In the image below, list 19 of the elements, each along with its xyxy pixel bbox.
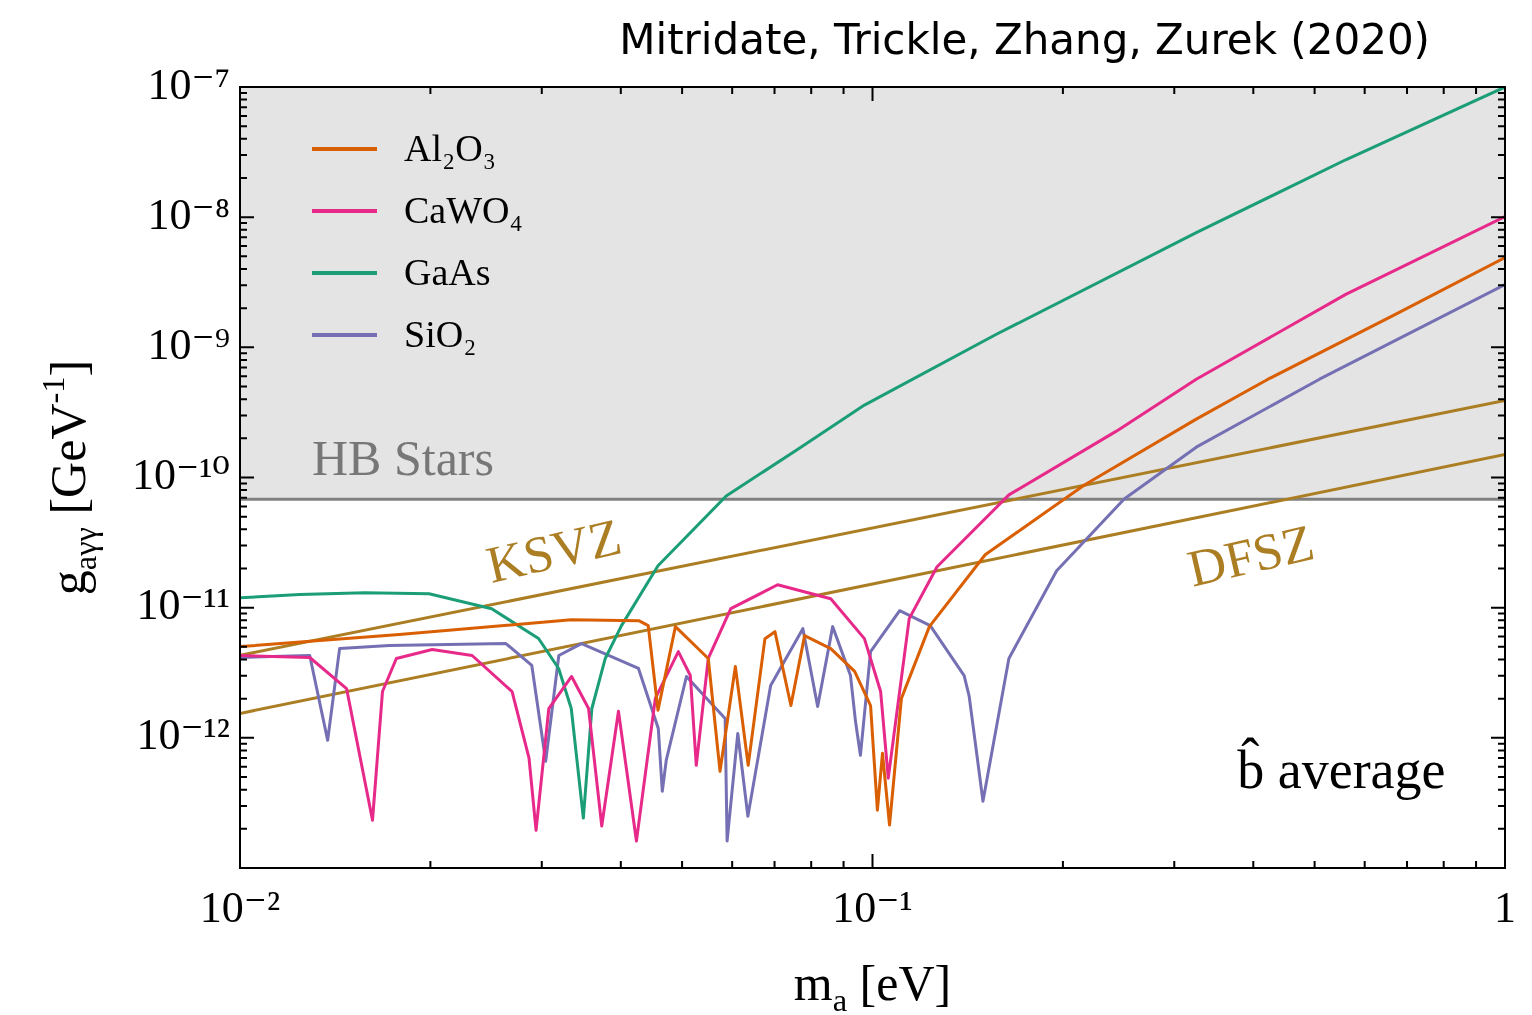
y-tick-label: 10⁻¹²: [136, 710, 230, 760]
y-axis-title: gaγγ [GeV-1]: [35, 359, 103, 596]
y-tick-label: 10⁻⁹: [147, 319, 230, 369]
band-label: HB Stars: [312, 430, 494, 487]
chart-title: Mitridate, Trickle, Zhang, Zurek (2020): [619, 15, 1430, 64]
annotation: DFSZ: [1182, 513, 1320, 598]
legend-label: Al₂O₃: [404, 127, 496, 169]
x-tick-label: 10⁻²: [199, 882, 281, 932]
x-tick-label: 10⁻¹: [832, 882, 913, 932]
y-tick-label: 10⁻⁷: [147, 59, 230, 109]
y-tick-label: 10⁻¹¹: [136, 580, 230, 630]
annotation: KSVZ: [481, 507, 627, 594]
legend-label: SiO₂: [404, 313, 477, 355]
legend-label: GaAs: [404, 251, 491, 293]
annotation: b̂ average: [1237, 736, 1446, 801]
legend-label: CaWO₄: [404, 189, 523, 231]
y-tick-label: 10⁻¹⁰: [131, 450, 230, 500]
x-tick-label: 1: [1494, 882, 1516, 932]
y-tick-label: 10⁻⁸: [147, 189, 230, 239]
